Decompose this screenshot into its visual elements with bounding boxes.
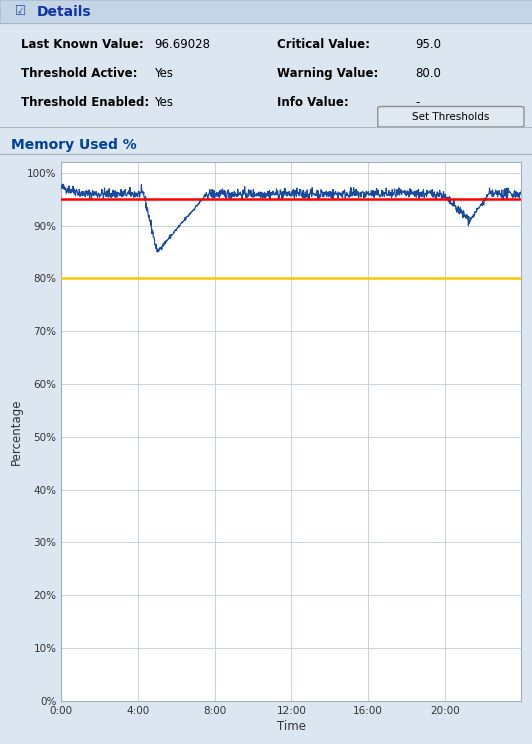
- Text: Info Value:: Info Value:: [277, 96, 348, 109]
- Text: Set Thresholds: Set Thresholds: [412, 112, 490, 122]
- Text: Threshold Active:: Threshold Active:: [21, 67, 138, 80]
- Text: Yes: Yes: [154, 67, 173, 80]
- Text: Details: Details: [37, 4, 92, 19]
- Text: 80.0: 80.0: [415, 67, 441, 80]
- Y-axis label: Percentage: Percentage: [10, 398, 23, 465]
- FancyBboxPatch shape: [378, 106, 524, 127]
- Text: Last Known Value:: Last Known Value:: [21, 39, 144, 51]
- Text: ☑: ☑: [15, 5, 26, 18]
- Text: Yes: Yes: [154, 96, 173, 109]
- Text: 96.69028: 96.69028: [154, 39, 210, 51]
- Text: Warning Value:: Warning Value:: [277, 67, 378, 80]
- Text: 95.0: 95.0: [415, 39, 441, 51]
- Text: Threshold Enabled:: Threshold Enabled:: [21, 96, 149, 109]
- Text: -: -: [415, 96, 419, 109]
- X-axis label: Time: Time: [277, 720, 306, 733]
- Text: Memory Used %: Memory Used %: [11, 138, 136, 152]
- Text: Critical Value:: Critical Value:: [277, 39, 370, 51]
- Bar: [0, 0, 532, 23]
